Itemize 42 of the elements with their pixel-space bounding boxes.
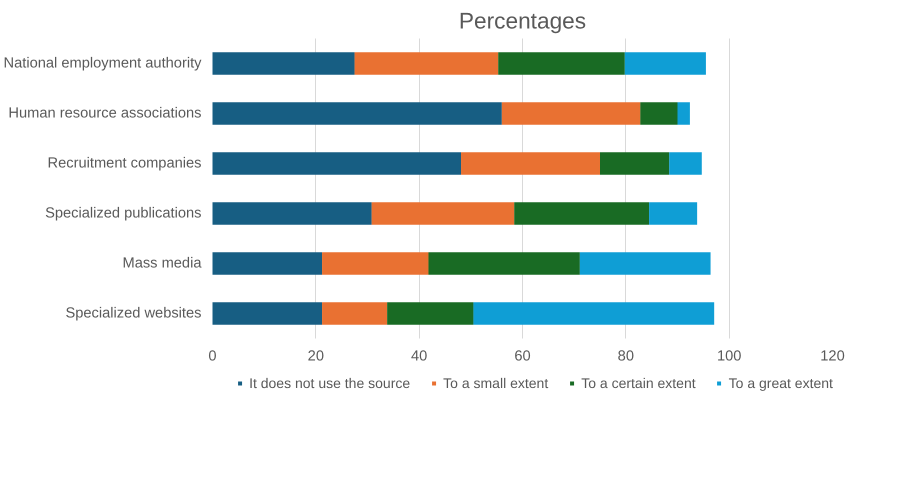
y-tick-label: Mass media bbox=[122, 256, 202, 272]
legend-label: To a small extent bbox=[443, 375, 548, 391]
y-tick-label: Human resource associations bbox=[8, 106, 202, 122]
bar bbox=[212, 152, 462, 175]
bar bbox=[514, 202, 650, 225]
bar bbox=[624, 52, 706, 75]
bar bbox=[212, 52, 355, 75]
bar bbox=[649, 202, 698, 225]
bar bbox=[640, 102, 678, 125]
bar bbox=[502, 102, 640, 125]
y-tick-label: National employment authority bbox=[4, 56, 202, 72]
bar bbox=[461, 152, 600, 175]
y-tick-label: Recruitment companies bbox=[48, 156, 202, 172]
bar bbox=[212, 202, 372, 225]
bar bbox=[322, 302, 388, 325]
bar bbox=[372, 202, 514, 225]
bar bbox=[354, 52, 498, 75]
x-tick-label: 40 bbox=[411, 348, 428, 364]
bar bbox=[322, 252, 428, 275]
x-tick-label: 120 bbox=[820, 348, 845, 364]
legend-label: To a certain extent bbox=[581, 375, 696, 391]
bar bbox=[600, 152, 670, 175]
bar bbox=[212, 102, 502, 125]
bar bbox=[498, 52, 625, 75]
bar bbox=[678, 102, 690, 125]
bar bbox=[669, 152, 702, 175]
chart-title: Percentages bbox=[458, 8, 586, 34]
bar bbox=[473, 302, 714, 325]
x-tick-label: 80 bbox=[618, 348, 634, 364]
bar bbox=[212, 252, 322, 275]
bar bbox=[387, 302, 474, 325]
legend-label: It does not use the source bbox=[249, 375, 410, 391]
x-tick-label: 0 bbox=[208, 348, 217, 364]
legend-label: To a great extent bbox=[728, 375, 833, 391]
y-tick-label: Specialized publications bbox=[45, 206, 202, 222]
bar bbox=[212, 302, 322, 325]
bar bbox=[428, 252, 580, 275]
x-tick-label: 100 bbox=[716, 348, 742, 364]
x-tick-label: 20 bbox=[308, 348, 324, 364]
x-tick-label: 60 bbox=[514, 348, 531, 364]
bar bbox=[580, 252, 711, 275]
y-tick-label: Specialized websites bbox=[65, 306, 202, 322]
